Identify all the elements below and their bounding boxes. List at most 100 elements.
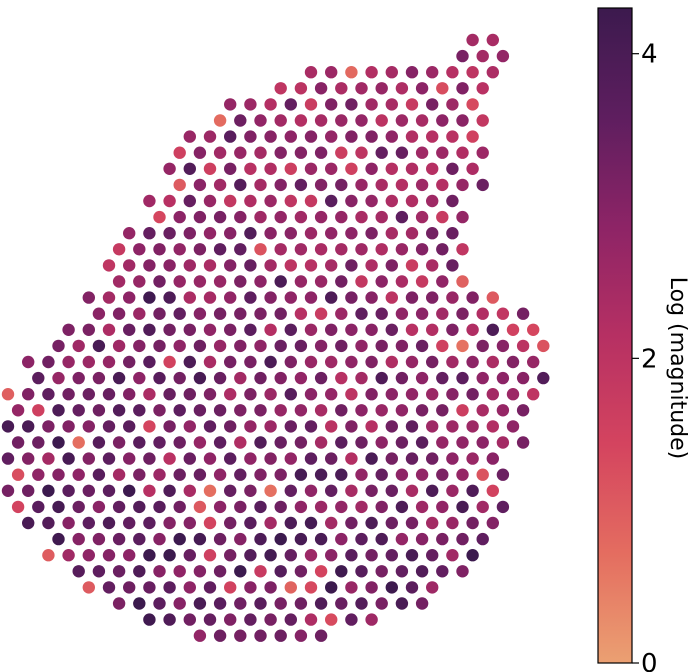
spot [102,549,116,562]
spot [375,178,388,192]
spot [102,323,116,336]
spot [456,114,469,127]
spot [415,500,429,514]
spot [133,565,146,578]
spot [254,371,267,385]
spot [345,516,358,530]
spot [123,549,136,562]
spot [112,275,126,288]
spot [385,259,398,272]
spot [213,629,227,642]
spot [476,436,489,449]
spot [153,243,166,256]
spot [486,516,499,530]
colorbar-ticks: 0 2 4 [632,40,658,672]
spot [284,259,297,272]
spot [173,339,186,353]
spot [42,516,55,530]
spot [496,339,510,353]
spot [325,162,338,175]
spot [426,130,439,143]
spot [355,243,368,256]
spot [163,355,176,369]
spot [335,532,348,546]
spot [405,291,419,304]
spot [62,484,75,497]
spot [244,323,257,336]
spot [426,162,439,175]
spot [446,66,459,79]
spot [244,420,257,433]
spot [355,468,368,481]
spot [264,388,277,401]
spot [375,468,388,481]
spot [405,227,419,240]
spot [426,66,439,79]
spot [466,291,479,304]
spot [203,130,217,143]
spot [173,404,186,417]
spot [304,388,318,401]
spot [224,162,237,175]
spot [193,243,207,256]
spot [72,468,85,481]
spot [173,436,186,449]
spot [314,210,328,224]
spot [123,516,136,530]
spot [355,436,368,449]
spot [375,597,388,610]
spot [466,516,479,530]
spot [163,516,176,530]
spot [325,66,338,79]
spot [274,275,287,288]
spot [294,178,308,192]
spot [123,581,136,594]
spot [496,307,510,320]
spot [143,420,156,433]
spot [173,275,186,288]
spot [365,162,378,175]
spot [325,452,338,465]
spot [446,98,459,111]
spot [193,307,207,320]
spot [72,436,85,449]
spot [436,404,449,417]
spot [436,210,449,224]
spot [22,452,35,465]
spot [203,581,217,594]
spot [304,420,318,433]
spot [224,291,237,304]
spot [153,307,166,320]
spot [415,114,429,127]
spot [203,613,217,626]
spot [244,484,257,497]
spot [294,500,308,514]
spot [234,565,247,578]
spot [193,565,207,578]
spot [345,130,358,143]
spot [92,468,106,481]
spot [395,307,409,320]
spot [355,307,368,320]
spot [516,436,530,449]
spot [304,581,318,594]
spot [294,82,308,95]
spot [314,500,328,514]
spot [143,194,156,208]
spot [466,355,479,369]
spot [274,565,287,578]
spot [375,275,388,288]
spot [405,194,419,208]
spot [284,452,297,465]
spot [365,323,378,336]
spot [254,565,267,578]
spot [294,597,308,610]
spot [213,243,227,256]
spot [395,82,409,95]
spot [234,468,247,481]
spot [173,371,186,385]
spot [345,66,358,79]
spot [446,162,459,175]
spot [133,371,146,385]
